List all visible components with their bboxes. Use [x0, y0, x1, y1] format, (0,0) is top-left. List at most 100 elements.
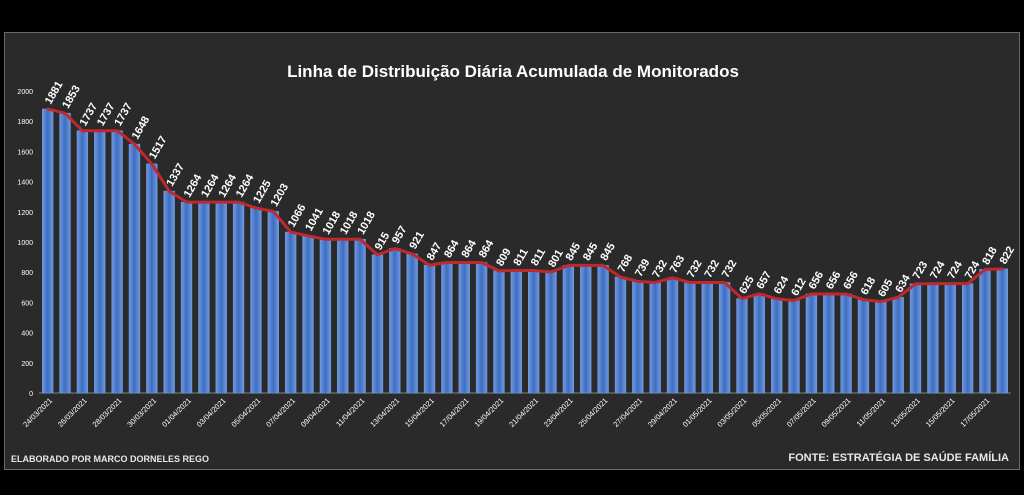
- bar: [128, 143, 141, 394]
- data-label: 768: [616, 253, 636, 275]
- bar: [875, 301, 887, 394]
- bar: [701, 282, 713, 394]
- bar: [59, 112, 71, 394]
- data-label: 618: [859, 275, 879, 297]
- bar: [371, 254, 384, 394]
- bar: [284, 231, 297, 394]
- data-label: 957: [390, 224, 410, 246]
- data-label: 845: [598, 241, 618, 263]
- data-label: 656: [841, 270, 861, 292]
- bar: [909, 283, 922, 394]
- bar: [857, 299, 870, 394]
- data-label: 921: [407, 230, 427, 252]
- bar: [684, 282, 696, 394]
- data-label: 864: [442, 237, 462, 260]
- data-label: 845: [564, 241, 584, 263]
- bar: [163, 190, 175, 394]
- x-tick-label: 17/05/2021: [958, 396, 991, 429]
- chart-panel: Linha de Distribuição Diária Acumulada d…: [4, 32, 1020, 470]
- x-tick-label: 19/04/2021: [472, 396, 505, 429]
- bar: [111, 130, 123, 394]
- bar: [805, 293, 818, 394]
- bar: [423, 264, 436, 394]
- bar: [267, 211, 280, 394]
- bar: [302, 235, 314, 394]
- data-label: 657: [755, 269, 775, 291]
- x-tick-label: 21/04/2021: [507, 396, 540, 429]
- y-tick-label: 2000: [17, 89, 33, 96]
- y-tick-label: 1000: [17, 240, 33, 247]
- data-label: 656: [824, 270, 844, 292]
- bar: [458, 262, 470, 394]
- bar: [788, 300, 800, 394]
- y-tick-label: 800: [21, 270, 33, 277]
- x-tick-label: 26/03/2021: [56, 396, 89, 429]
- x-tick-label: 25/04/2021: [577, 396, 610, 429]
- bar: [475, 262, 488, 394]
- x-tick-label: 05/04/2021: [229, 396, 262, 429]
- data-label: 811: [529, 247, 548, 268]
- bar: [441, 262, 453, 394]
- source-credit: FONTE: ESTRATÉGIA DE SAÚDE FAMÍLIA: [788, 452, 1009, 464]
- bar: [840, 293, 852, 394]
- bar: [892, 296, 904, 394]
- bar: [944, 283, 956, 394]
- data-label: 732: [685, 258, 705, 280]
- x-tick-label: 03/05/2021: [715, 396, 748, 429]
- distribution-chart: Linha de Distribuição Diária Acumulada d…: [17, 62, 1018, 429]
- bar: [718, 282, 731, 394]
- y-tick-label: 1200: [17, 210, 33, 217]
- x-tick-label: 17/04/2021: [438, 396, 471, 429]
- data-label: 847: [425, 241, 445, 263]
- data-label: 1517: [147, 134, 170, 161]
- y-tick-label: 1400: [17, 180, 33, 187]
- bar: [527, 270, 540, 394]
- data-label: 732: [702, 258, 722, 280]
- x-tick-label: 11/05/2021: [855, 396, 888, 429]
- x-tick-label: 27/04/2021: [611, 396, 644, 429]
- x-tick-label: 05/05/2021: [750, 396, 783, 429]
- data-label: 864: [477, 237, 497, 260]
- bar: [198, 201, 210, 394]
- author-credit: ELABORADO POR MARCO DORNELES REGO: [11, 454, 210, 464]
- bar: [996, 268, 1009, 394]
- bar: [666, 277, 679, 394]
- bar: [510, 270, 523, 394]
- bar: [562, 265, 575, 394]
- data-label: 763: [668, 253, 688, 275]
- data-label: 739: [633, 257, 653, 279]
- y-tick-label: 400: [21, 331, 33, 338]
- chart-title: Linha de Distribuição Diária Acumulada d…: [287, 62, 739, 81]
- bar: [180, 201, 193, 394]
- bar: [319, 238, 332, 394]
- bar: [354, 238, 366, 394]
- x-tick-label: 07/04/2021: [264, 396, 297, 429]
- bar: [250, 207, 262, 394]
- data-label: 1337: [164, 161, 187, 188]
- trend-line-group: [46, 107, 1004, 304]
- bar: [232, 201, 245, 394]
- data-label: 723: [911, 259, 931, 281]
- bar: [649, 282, 661, 394]
- x-tick-label: 09/04/2021: [299, 396, 332, 429]
- bar: [580, 265, 592, 394]
- x-tick-label: 01/04/2021: [160, 396, 193, 429]
- bar: [927, 283, 939, 394]
- bar: [146, 163, 158, 394]
- bar: [545, 271, 557, 394]
- x-axis: 24/03/2021 26/03/2021 28/03/2021 30/03/2021…: [21, 396, 991, 429]
- x-tick-label: 07/05/2021: [785, 396, 818, 429]
- x-tick-label: 13/04/2021: [368, 396, 401, 429]
- bar: [215, 201, 227, 394]
- x-tick-label: 15/05/2021: [924, 396, 957, 429]
- data-label: 822: [998, 244, 1018, 266]
- x-tick-label: 24/03/2021: [21, 396, 54, 429]
- bar: [597, 265, 609, 394]
- y-tick-label: 1800: [17, 119, 33, 126]
- x-tick-label: 09/05/2021: [820, 396, 853, 429]
- x-tick-label: 29/04/2021: [646, 396, 679, 429]
- bar: [632, 281, 644, 394]
- y-tick-label: 200: [21, 361, 33, 368]
- y-tick-label: 0: [29, 391, 33, 398]
